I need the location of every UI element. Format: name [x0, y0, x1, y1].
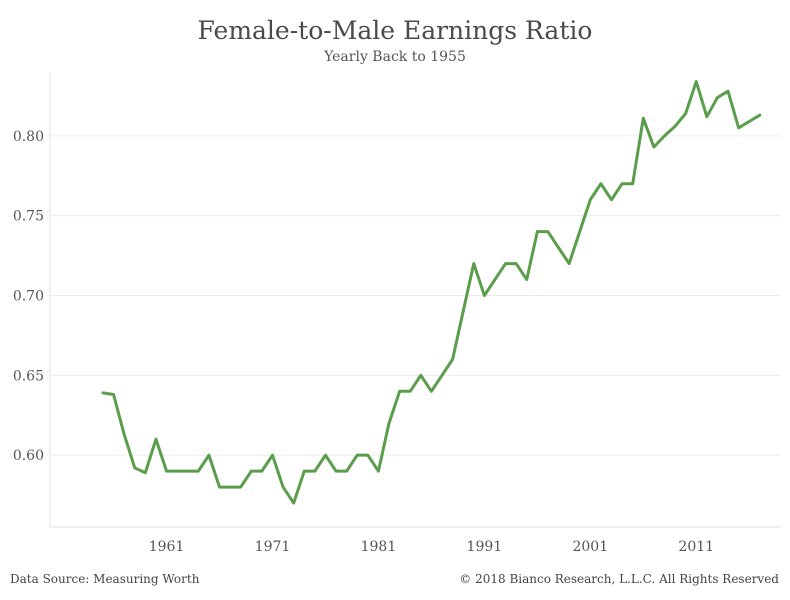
data-point	[726, 89, 730, 93]
data-point	[281, 485, 285, 489]
data-point	[589, 198, 592, 201]
data-point	[419, 374, 422, 377]
x-tick-label: 1981	[361, 539, 397, 555]
data-point	[652, 145, 656, 149]
data-point	[610, 198, 613, 201]
data-point	[440, 374, 444, 377]
data-point	[430, 390, 433, 393]
x-tick-label: 1971	[255, 539, 291, 555]
data-point	[313, 469, 317, 473]
chart-title: Female-to-Male Earnings Ratio	[198, 16, 593, 45]
data-source-note: Data Source: Measuring Worth	[10, 572, 200, 586]
y-tick-label: 0.65	[13, 368, 44, 384]
data-point	[250, 469, 253, 473]
x-tick-label: 1991	[467, 539, 503, 555]
data-point	[525, 278, 528, 281]
data-point	[133, 466, 136, 470]
data-point	[175, 469, 179, 473]
data-point	[303, 469, 306, 473]
data-point	[260, 469, 264, 473]
data-point	[472, 262, 475, 265]
data-point	[197, 469, 200, 473]
data-point	[356, 453, 359, 457]
data-point	[546, 230, 550, 233]
y-tick-label: 0.80	[13, 129, 44, 145]
data-point	[144, 471, 147, 474]
y-tick-label: 0.60	[13, 448, 44, 464]
y-tick-label: 0.75	[13, 209, 44, 225]
data-point	[557, 246, 560, 249]
copyright-note: © 2018 Bianco Research, L.L.C. All Right…	[459, 572, 779, 586]
x-tick-label: 2001	[572, 539, 608, 555]
data-point	[101, 391, 105, 395]
data-point	[504, 262, 507, 265]
data-point	[663, 134, 666, 138]
data-point	[165, 469, 168, 473]
data-point	[493, 278, 497, 281]
data-point	[536, 230, 539, 233]
data-point	[451, 358, 454, 361]
grid-lines	[49, 72, 781, 528]
data-point	[112, 393, 115, 396]
data-point	[578, 230, 581, 233]
data-point	[239, 485, 242, 489]
data-point	[366, 453, 370, 457]
x-tick-label: 1961	[149, 539, 185, 555]
data-point	[271, 453, 274, 457]
data-point	[758, 113, 762, 117]
data-point	[673, 125, 677, 128]
data-point	[409, 390, 412, 393]
data-point	[514, 262, 518, 265]
chart-subtitle: Yearly Back to 1955	[323, 49, 466, 65]
y-tick-label: 0.70	[13, 289, 44, 305]
data-point	[620, 182, 624, 185]
data-point	[154, 437, 158, 441]
data-point	[334, 469, 338, 473]
y-axis: 0.60 0.65 0.70 0.75 0.80	[13, 129, 44, 464]
data-point	[483, 294, 486, 297]
data-point	[716, 96, 719, 99]
series-layer	[101, 80, 762, 505]
data-point	[122, 433, 126, 436]
data-point	[748, 120, 751, 123]
data-point	[345, 469, 348, 473]
data-point	[398, 390, 401, 393]
data-point	[684, 112, 687, 115]
data-point	[631, 182, 634, 185]
data-point	[737, 126, 740, 130]
data-point	[324, 453, 327, 457]
data-point	[599, 182, 603, 185]
data-point	[387, 422, 391, 425]
data-point	[292, 501, 295, 505]
data-point	[377, 469, 380, 473]
x-axis: 1961 1971 1981 1991 2001 2011	[149, 539, 714, 555]
data-point	[207, 453, 211, 457]
data-point	[186, 469, 189, 473]
data-point	[218, 485, 221, 489]
data-point	[461, 310, 465, 313]
data-point	[642, 117, 645, 120]
data-point	[228, 485, 232, 489]
data-point	[695, 80, 698, 83]
data-point	[567, 262, 571, 265]
data-point	[705, 115, 709, 118]
x-tick-label: 2011	[678, 539, 714, 555]
series-line	[101, 80, 762, 505]
